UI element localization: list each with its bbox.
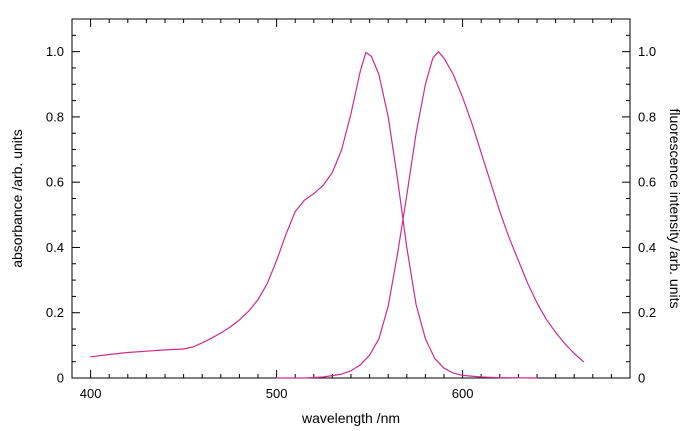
y-tick-label: 1.0	[46, 44, 64, 59]
y2-axis-ticks: 0 0.2 0.4 0.6 0.8 1.0	[622, 18, 656, 386]
x-tick-label: 400	[80, 386, 102, 401]
x-axis-ticks: 400 500 600	[71, 19, 631, 401]
x-axis-title: wavelength /nm	[301, 410, 400, 426]
fluorescence-line	[276, 50, 585, 379]
y2-tick-label: 1.0	[638, 44, 656, 59]
x-tick-label: 500	[266, 386, 288, 401]
y2-tick-label: 0.6	[638, 175, 656, 190]
y2-tick-label: 0	[638, 371, 645, 386]
absorbance-line	[89, 51, 538, 379]
plot-frame	[71, 18, 631, 379]
y2-axis-title: fluorescence intensity /arb. units	[667, 109, 683, 309]
y-axis-title: absorbance /arb. units	[9, 129, 25, 268]
y-tick-label: 0.4	[46, 240, 64, 255]
y-axis-ticks: 0 0.2 0.4 0.6 0.8 1.0	[46, 18, 80, 386]
x-tick-label: 600	[452, 386, 474, 401]
series-layer	[89, 50, 585, 379]
y2-tick-label: 0.8	[638, 109, 656, 124]
y-tick-label: 0.2	[46, 305, 64, 320]
y2-tick-label: 0.4	[638, 240, 656, 255]
y-tick-label: 0.6	[46, 175, 64, 190]
y-tick-label: 0.8	[46, 109, 64, 124]
y-tick-label: 0	[57, 371, 64, 386]
y2-tick-label: 0.2	[638, 305, 656, 320]
